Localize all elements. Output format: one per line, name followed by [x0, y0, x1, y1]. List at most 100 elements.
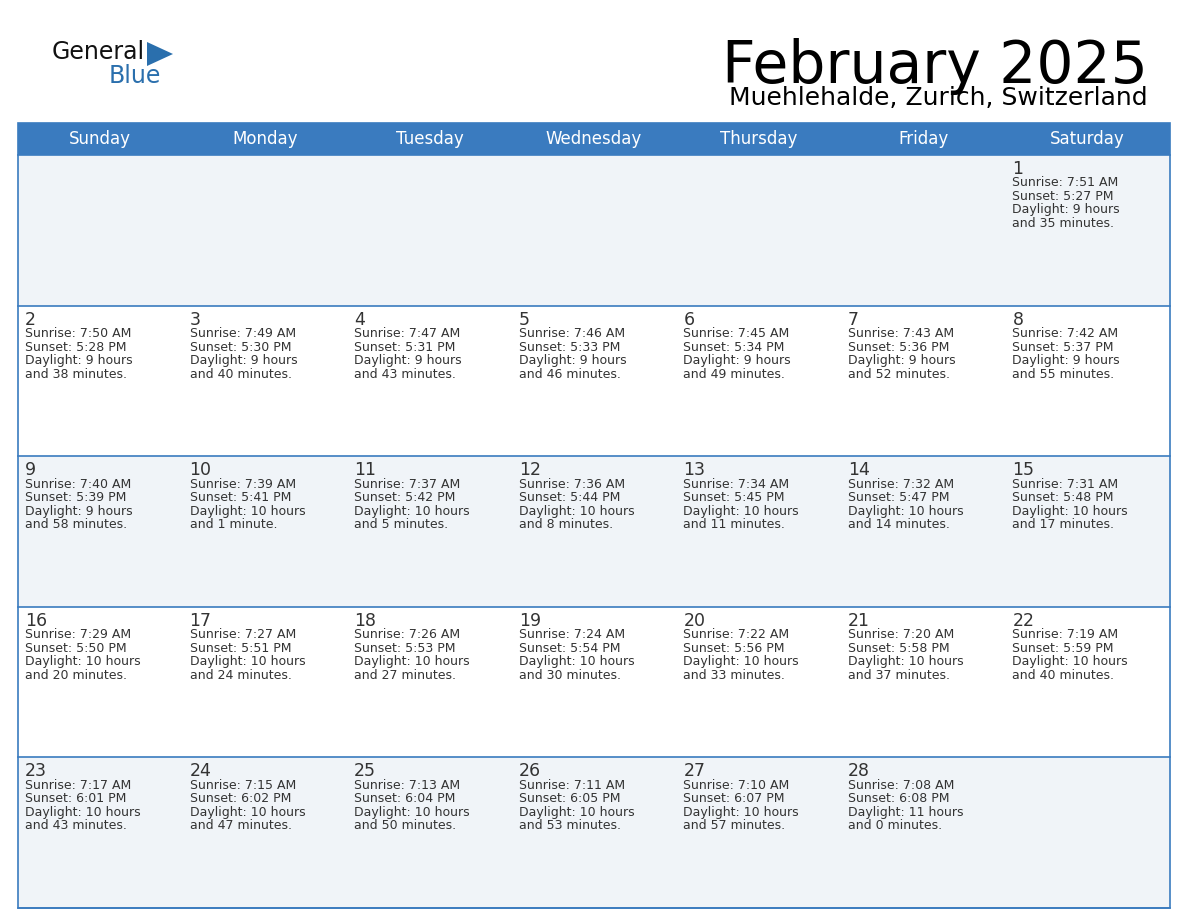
Text: Daylight: 10 hours: Daylight: 10 hours: [519, 505, 634, 518]
Text: Daylight: 10 hours: Daylight: 10 hours: [190, 505, 305, 518]
Text: and 57 minutes.: and 57 minutes.: [683, 820, 785, 833]
Text: Daylight: 10 hours: Daylight: 10 hours: [683, 505, 798, 518]
Text: 14: 14: [848, 461, 870, 479]
Text: Sunset: 6:07 PM: Sunset: 6:07 PM: [683, 792, 785, 805]
Text: 3: 3: [190, 310, 201, 329]
Text: and 49 minutes.: and 49 minutes.: [683, 367, 785, 381]
Text: and 20 minutes.: and 20 minutes.: [25, 669, 127, 682]
Text: 27: 27: [683, 763, 706, 780]
Text: Daylight: 10 hours: Daylight: 10 hours: [354, 806, 469, 819]
Text: 1: 1: [1012, 160, 1023, 178]
Text: Sunrise: 7:20 AM: Sunrise: 7:20 AM: [848, 628, 954, 642]
Bar: [18, 123, 1170, 908]
Text: 26: 26: [519, 763, 541, 780]
Text: 22: 22: [1012, 611, 1035, 630]
Text: and 11 minutes.: and 11 minutes.: [683, 518, 785, 532]
Text: Friday: Friday: [898, 130, 948, 148]
Text: Sunset: 6:04 PM: Sunset: 6:04 PM: [354, 792, 455, 805]
Text: Daylight: 10 hours: Daylight: 10 hours: [683, 806, 798, 819]
Text: Sunset: 5:50 PM: Sunset: 5:50 PM: [25, 642, 127, 655]
Text: Thursday: Thursday: [720, 130, 797, 148]
Text: Sunrise: 7:13 AM: Sunrise: 7:13 AM: [354, 778, 460, 792]
Text: and 5 minutes.: and 5 minutes.: [354, 518, 448, 532]
Text: Daylight: 9 hours: Daylight: 9 hours: [190, 354, 297, 367]
Text: Daylight: 10 hours: Daylight: 10 hours: [848, 655, 963, 668]
Text: Sunset: 5:31 PM: Sunset: 5:31 PM: [354, 341, 455, 353]
Text: Sunset: 5:56 PM: Sunset: 5:56 PM: [683, 642, 785, 655]
Text: Sunset: 5:33 PM: Sunset: 5:33 PM: [519, 341, 620, 353]
Text: 24: 24: [190, 763, 211, 780]
Text: and 24 minutes.: and 24 minutes.: [190, 669, 291, 682]
Text: Sunset: 5:44 PM: Sunset: 5:44 PM: [519, 491, 620, 504]
Text: and 55 minutes.: and 55 minutes.: [1012, 367, 1114, 381]
Text: Sunset: 5:58 PM: Sunset: 5:58 PM: [848, 642, 949, 655]
Text: Daylight: 10 hours: Daylight: 10 hours: [25, 655, 140, 668]
Text: Daylight: 9 hours: Daylight: 9 hours: [848, 354, 955, 367]
Text: Sunrise: 7:50 AM: Sunrise: 7:50 AM: [25, 327, 132, 340]
Text: Sunset: 5:48 PM: Sunset: 5:48 PM: [1012, 491, 1114, 504]
Text: Daylight: 10 hours: Daylight: 10 hours: [1012, 655, 1129, 668]
Text: Sunset: 5:45 PM: Sunset: 5:45 PM: [683, 491, 785, 504]
Text: and 38 minutes.: and 38 minutes.: [25, 367, 127, 381]
Text: 7: 7: [848, 310, 859, 329]
Text: Sunrise: 7:34 AM: Sunrise: 7:34 AM: [683, 477, 789, 491]
Text: 25: 25: [354, 763, 377, 780]
Text: 15: 15: [1012, 461, 1035, 479]
Bar: [18, 607, 1170, 757]
Text: Sunset: 5:59 PM: Sunset: 5:59 PM: [1012, 642, 1114, 655]
Text: 8: 8: [1012, 310, 1023, 329]
Text: Sunset: 5:41 PM: Sunset: 5:41 PM: [190, 491, 291, 504]
Text: Wednesday: Wednesday: [545, 130, 643, 148]
Text: Sunrise: 7:15 AM: Sunrise: 7:15 AM: [190, 778, 296, 792]
Text: 12: 12: [519, 461, 541, 479]
Text: 2: 2: [25, 310, 36, 329]
Bar: [18, 757, 1170, 908]
Text: and 46 minutes.: and 46 minutes.: [519, 367, 620, 381]
Text: Sunrise: 7:46 AM: Sunrise: 7:46 AM: [519, 327, 625, 340]
Text: 23: 23: [25, 763, 48, 780]
Text: Sunset: 5:30 PM: Sunset: 5:30 PM: [190, 341, 291, 353]
Text: Sunset: 5:27 PM: Sunset: 5:27 PM: [1012, 190, 1114, 203]
Text: and 43 minutes.: and 43 minutes.: [25, 820, 127, 833]
Text: Sunset: 5:54 PM: Sunset: 5:54 PM: [519, 642, 620, 655]
Text: and 52 minutes.: and 52 minutes.: [848, 367, 950, 381]
Text: and 43 minutes.: and 43 minutes.: [354, 367, 456, 381]
Text: Daylight: 11 hours: Daylight: 11 hours: [848, 806, 963, 819]
Text: Sunrise: 7:26 AM: Sunrise: 7:26 AM: [354, 628, 460, 642]
Text: 13: 13: [683, 461, 706, 479]
Text: 9: 9: [25, 461, 36, 479]
Text: 10: 10: [190, 461, 211, 479]
Text: Sunset: 5:51 PM: Sunset: 5:51 PM: [190, 642, 291, 655]
Text: Sunday: Sunday: [69, 130, 132, 148]
Text: Daylight: 10 hours: Daylight: 10 hours: [354, 655, 469, 668]
Text: and 53 minutes.: and 53 minutes.: [519, 820, 620, 833]
Text: and 40 minutes.: and 40 minutes.: [190, 367, 291, 381]
Text: Sunrise: 7:42 AM: Sunrise: 7:42 AM: [1012, 327, 1119, 340]
Text: Daylight: 10 hours: Daylight: 10 hours: [354, 505, 469, 518]
Text: Sunrise: 7:47 AM: Sunrise: 7:47 AM: [354, 327, 461, 340]
Text: Sunset: 6:02 PM: Sunset: 6:02 PM: [190, 792, 291, 805]
Text: and 0 minutes.: and 0 minutes.: [848, 820, 942, 833]
Text: and 14 minutes.: and 14 minutes.: [848, 518, 949, 532]
Text: Daylight: 10 hours: Daylight: 10 hours: [519, 655, 634, 668]
Text: Sunrise: 7:39 AM: Sunrise: 7:39 AM: [190, 477, 296, 491]
Text: Sunrise: 7:51 AM: Sunrise: 7:51 AM: [1012, 176, 1119, 189]
Text: Sunrise: 7:08 AM: Sunrise: 7:08 AM: [848, 778, 954, 792]
Polygon shape: [147, 42, 173, 66]
Text: Daylight: 10 hours: Daylight: 10 hours: [683, 655, 798, 668]
Text: Daylight: 9 hours: Daylight: 9 hours: [354, 354, 462, 367]
Text: and 8 minutes.: and 8 minutes.: [519, 518, 613, 532]
Text: and 40 minutes.: and 40 minutes.: [1012, 669, 1114, 682]
Bar: [18, 456, 1170, 607]
Text: and 30 minutes.: and 30 minutes.: [519, 669, 620, 682]
Text: and 50 minutes.: and 50 minutes.: [354, 820, 456, 833]
Text: Sunset: 6:08 PM: Sunset: 6:08 PM: [848, 792, 949, 805]
Text: Sunrise: 7:17 AM: Sunrise: 7:17 AM: [25, 778, 131, 792]
Bar: [18, 155, 1170, 306]
Text: General: General: [52, 40, 145, 64]
Bar: [18, 306, 1170, 456]
Text: Saturday: Saturday: [1050, 130, 1125, 148]
Text: Daylight: 9 hours: Daylight: 9 hours: [25, 354, 133, 367]
Text: 21: 21: [848, 611, 870, 630]
Text: Sunset: 5:47 PM: Sunset: 5:47 PM: [848, 491, 949, 504]
